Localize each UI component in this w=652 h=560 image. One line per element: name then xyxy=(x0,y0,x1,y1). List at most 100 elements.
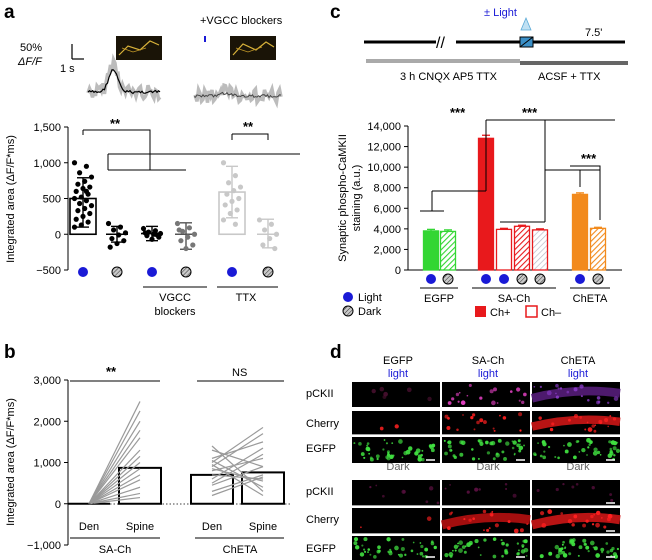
micrograph-puncta xyxy=(590,514,594,519)
micrograph-puncta xyxy=(593,447,598,452)
panel-a-point xyxy=(234,207,240,213)
micrograph-puncta xyxy=(585,519,589,523)
micrograph-puncta xyxy=(459,452,464,457)
micrograph-puncta xyxy=(501,541,505,546)
micrograph-puncta xyxy=(588,443,591,447)
panel-a-point xyxy=(88,174,95,180)
micrograph-puncta xyxy=(474,487,479,492)
micrograph-puncta xyxy=(561,543,564,546)
micrograph-puncta xyxy=(366,442,370,445)
panel-d-col-cheta: ChETA xyxy=(561,355,596,367)
micrograph-puncta xyxy=(382,395,387,399)
micrograph-puncta xyxy=(493,387,497,392)
legend-light-dot xyxy=(343,292,353,302)
micrograph-puncta xyxy=(563,444,565,447)
micrograph-puncta xyxy=(564,449,569,454)
panel-c-ytick-label: 14,000 xyxy=(367,121,401,133)
panel-a-sig-top: ** xyxy=(110,116,121,131)
inset-image-left xyxy=(116,36,162,60)
micrograph-puncta xyxy=(424,547,429,552)
micrograph-puncta xyxy=(586,437,591,443)
micrograph-puncta xyxy=(595,553,601,558)
light-dot-icon xyxy=(78,267,88,277)
micrograph-puncta xyxy=(584,428,587,431)
micrograph-puncta xyxy=(598,419,603,424)
panel-b-pair-line xyxy=(88,410,141,505)
panel-a-point xyxy=(83,188,89,194)
micrograph-puncta xyxy=(377,545,381,550)
panel-b-pair-line xyxy=(88,429,141,505)
micrograph-puncta xyxy=(502,416,507,420)
micrograph-puncta xyxy=(612,417,617,421)
micrograph-puncta xyxy=(419,542,422,544)
micrograph-puncta xyxy=(518,449,522,453)
panel-a-traces: 50% ΔF/F 1 s +VGCC blockers xyxy=(17,15,283,109)
dark-dot-icon xyxy=(180,266,192,278)
micrograph-puncta xyxy=(612,440,618,446)
panel-b-sig-right: NS xyxy=(232,367,247,379)
panel-a-point xyxy=(75,208,81,214)
micrograph-puncta xyxy=(518,445,524,451)
micrograph-puncta xyxy=(521,400,525,405)
panel-a-plot: −500 0 500 1,000 1,500 Integrated area (ΔF/F… xyxy=(5,116,300,318)
micrograph-puncta xyxy=(613,454,616,457)
micrograph-puncta xyxy=(581,447,586,453)
micrograph-puncta xyxy=(444,487,447,490)
dark-dot-icon xyxy=(111,266,123,278)
panel-c-sig-bracket-3 xyxy=(545,119,615,200)
micrograph-puncta xyxy=(353,442,356,445)
micrograph-puncta xyxy=(505,543,509,547)
micrograph-puncta xyxy=(595,522,600,528)
protocol-bar-acsf-label: ACSF + TTX xyxy=(538,71,601,83)
micrograph-puncta xyxy=(462,414,464,416)
panel-b-plot: −1,000 0 1,000 2,000 3,000 Integrated area (… xyxy=(5,364,290,556)
micrograph-puncta xyxy=(375,484,378,487)
micrograph-puncta xyxy=(419,551,424,556)
panel-d-row-pckii-bottom: pCKII xyxy=(306,486,334,498)
micrograph-puncta xyxy=(591,424,596,428)
micrograph-puncta xyxy=(455,392,460,397)
micrograph-puncta xyxy=(504,549,508,553)
micrograph-puncta xyxy=(448,552,454,557)
dark-dot-icon xyxy=(516,273,528,285)
panel-a-point xyxy=(71,195,78,202)
panel-a-point xyxy=(121,238,127,244)
micrograph-puncta xyxy=(471,457,476,461)
micrograph-puncta xyxy=(580,395,583,398)
panel-c-bar xyxy=(513,225,531,271)
micrograph-puncta xyxy=(555,383,559,388)
micrograph-puncta xyxy=(512,493,517,498)
panel-c-group-cheta: ChETA xyxy=(573,293,608,305)
micrograph-puncta xyxy=(373,555,377,559)
panel-a-point xyxy=(107,244,113,250)
panel-d-col-sach-cond: light xyxy=(478,368,498,380)
micrograph-puncta xyxy=(453,455,457,460)
micrograph-puncta xyxy=(568,418,571,422)
micrograph-puncta xyxy=(518,552,520,554)
micrograph-puncta xyxy=(592,451,598,456)
micrograph-puncta xyxy=(447,440,452,445)
micrograph-puncta xyxy=(591,523,595,526)
panel-a-point xyxy=(75,181,81,187)
micrograph-puncta xyxy=(511,446,515,450)
micrograph-puncta xyxy=(450,449,453,452)
micrograph-puncta xyxy=(492,554,497,559)
micrograph-puncta xyxy=(477,546,480,549)
micrograph-puncta xyxy=(497,438,502,443)
panel-d-images: EGFP light SA-Ch light ChETA light Dark … xyxy=(306,355,621,560)
micrograph-puncta xyxy=(495,452,499,456)
micrograph-puncta xyxy=(369,485,372,489)
micrograph-puncta xyxy=(404,553,407,557)
micrograph-puncta xyxy=(538,416,542,420)
micrograph-puncta xyxy=(491,510,494,513)
micrograph-puncta xyxy=(428,486,434,491)
micrograph-puncta xyxy=(447,526,451,530)
micrograph-puncta xyxy=(501,554,504,558)
panel-b-ytick-label: 1,000 xyxy=(33,458,61,470)
micrograph-puncta xyxy=(483,529,485,532)
micrograph-puncta xyxy=(458,391,461,394)
dark-dot-icon xyxy=(592,273,604,285)
panel-a-point xyxy=(149,236,155,242)
micrograph-puncta xyxy=(367,551,369,554)
